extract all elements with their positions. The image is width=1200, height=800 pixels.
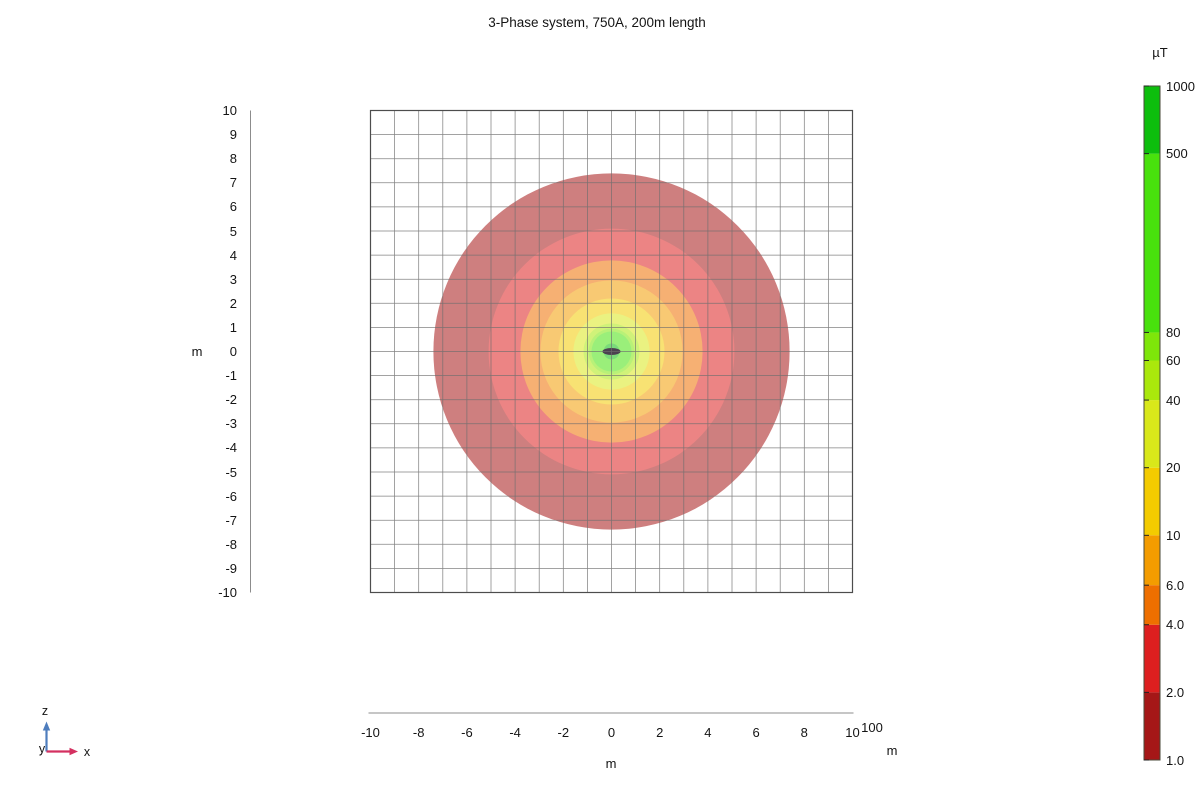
colorbar-band-20-40: [1144, 400, 1160, 468]
y-axis-tick-label: 5: [229, 223, 237, 239]
y-axis-tick-label: -1: [225, 368, 237, 384]
colorbar-unit-label: µT: [1152, 45, 1168, 60]
y-axis-tick-label: 10: [222, 103, 237, 118]
colorbar-band-6-10: [1144, 535, 1160, 586]
y-axis-tick-label: 9: [229, 127, 237, 143]
triad-z-arrowhead: [42, 721, 51, 731]
colorbar-tick-label: 4.0: [1166, 617, 1185, 633]
colorbar-tick-label: 1000: [1166, 78, 1195, 94]
y-axis-tick-label: 8: [229, 151, 237, 167]
y-axis-unit-label: m: [191, 344, 203, 359]
y-axis-tick-label: 3: [229, 271, 237, 287]
y-axis-tick-label: 6: [229, 199, 237, 215]
colorbar-tick-label: 500: [1166, 146, 1188, 162]
y-axis-tick-label: -6: [225, 488, 237, 504]
depth-axis-unit-label: m: [886, 743, 898, 758]
x-axis-tick-label: -8: [412, 724, 425, 740]
colorbar-tick-label: 2.0: [1166, 684, 1185, 700]
x-axis-tick-label: 8: [800, 724, 808, 740]
y-axis-tick-label: -4: [225, 440, 237, 456]
triad-y-label: y: [38, 742, 46, 756]
colorbar-band-40-60: [1144, 360, 1160, 401]
y-axis-tick-label: -5: [225, 464, 237, 480]
x-axis-tick-label: 10: [845, 724, 860, 740]
colorbar-tick-label: 40: [1166, 392, 1181, 408]
grid-border: [369, 109, 854, 594]
colorbar-border: [1143, 85, 1161, 761]
x-axis-tick-label: -10: [361, 724, 380, 740]
y-axis-tick-label: -9: [225, 560, 237, 576]
y-axis-tick-label: -8: [225, 536, 237, 552]
colorbar-tick-label: 10: [1166, 527, 1181, 543]
colorbar-band-10-20: [1144, 467, 1160, 536]
y-axis-tick-label: -3: [225, 416, 237, 432]
y-axis-tick-label: 4: [229, 247, 237, 263]
y-axis-tick-label: 1: [229, 319, 237, 335]
y-axis-tick-label: 2: [229, 295, 237, 311]
colorbar-tick-label: 6.0: [1166, 577, 1185, 593]
y-axis-tick-label: 0: [229, 344, 237, 359]
x-axis-tick-label: -6: [461, 724, 473, 740]
x-axis-tick-label: 2: [656, 724, 664, 740]
triad-x-arrowhead: [69, 747, 78, 756]
colorbar-band-80-500: [1144, 153, 1160, 333]
y-axis-tick-label: -7: [225, 512, 237, 528]
colorbar-band-60-80: [1144, 332, 1160, 361]
x-axis-tick-label: -4: [509, 724, 521, 740]
colorbar-tick-label: 20: [1166, 460, 1181, 476]
triad-x-label: x: [83, 745, 91, 759]
y-axis-tick-label: 7: [229, 175, 237, 191]
x-axis-tick-label: 6: [752, 724, 760, 740]
colorbar-band-2-4: [1144, 624, 1160, 693]
y-axis-tick-label: -10: [218, 585, 237, 600]
grid-lines: [370, 110, 853, 593]
colorbar-tick-label: 60: [1166, 353, 1181, 368]
colorbar-tick-label: 80: [1166, 324, 1181, 340]
plot-title: 3-Phase system, 750A, 200m length: [488, 15, 706, 30]
y-axis-tick-label: -2: [225, 392, 237, 408]
x-axis-tick-label: 0: [607, 724, 616, 740]
colorbar-tick-label: 1.0: [1166, 752, 1185, 768]
x-axis-tick-label: -2: [557, 724, 570, 740]
colorbar-band-4-6: [1144, 585, 1160, 625]
depth-axis-tick-label: 100: [861, 720, 883, 735]
colorbar-ticks: [1144, 85, 1149, 761]
x-axis-unit-label: m: [605, 756, 617, 771]
colorbar-band-1-2: [1144, 692, 1160, 760]
colorbar-band-500-1000: [1144, 86, 1160, 154]
triad-z-label: z: [41, 704, 49, 718]
x-axis-tick-label: 4: [704, 724, 712, 740]
